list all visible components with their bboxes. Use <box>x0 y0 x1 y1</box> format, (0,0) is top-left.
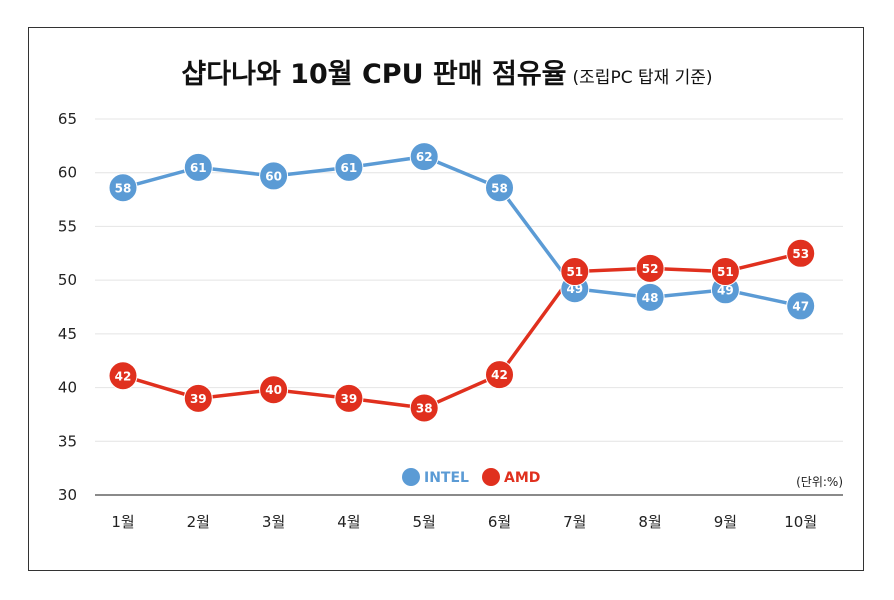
data-point-amd <box>183 383 213 413</box>
data-point-intel <box>334 152 364 182</box>
data-label: 61 <box>190 161 207 175</box>
title-subtitle: (조립PC 탑재 기준) <box>572 68 713 88</box>
data-label: 40 <box>265 383 282 397</box>
x-tick-label: 10월 <box>784 513 817 531</box>
legend-marker-amd <box>482 468 500 486</box>
data-label: 47 <box>792 299 809 313</box>
y-tick-label: 65 <box>58 110 77 128</box>
data-label: 53 <box>792 247 809 261</box>
x-tick-label: 3월 <box>262 513 285 531</box>
series-line-amd <box>122 251 802 410</box>
y-tick-label: 40 <box>58 379 77 397</box>
data-point-amd <box>259 375 289 405</box>
y-tick-label: 60 <box>58 164 77 182</box>
data-label: 39 <box>190 392 207 406</box>
data-label: 39 <box>341 392 358 406</box>
data-point-amd <box>409 393 439 423</box>
unit-note: (단위:%) <box>796 475 843 489</box>
data-label: 52 <box>642 262 659 276</box>
data-label: 62 <box>416 150 433 164</box>
data-point-amd <box>786 238 816 268</box>
data-label: 49 <box>717 283 734 297</box>
chart-title: 샵다나와 10월 CPU 판매 점유율 (조립PC 탑재 기준) <box>0 52 894 91</box>
data-point-intel <box>409 142 439 172</box>
data-point-amd <box>710 257 740 287</box>
legend-label-intel: INTEL <box>424 470 469 486</box>
x-tick-label: 6월 <box>488 513 511 531</box>
data-label: 60 <box>265 169 282 183</box>
data-point-amd <box>560 257 590 287</box>
data-label: 42 <box>491 368 508 382</box>
y-tick-label: 55 <box>58 217 77 235</box>
data-point-intel <box>485 173 514 203</box>
data-point-intel <box>259 161 289 191</box>
y-tick-label: 45 <box>58 325 77 343</box>
data-label: 58 <box>115 181 132 195</box>
data-point-amd <box>485 360 514 390</box>
data-label: 42 <box>115 369 132 383</box>
y-tick-label: 50 <box>58 271 77 289</box>
data-label: 38 <box>416 401 433 415</box>
legend-label-amd: AMD <box>504 470 540 486</box>
data-point-amd <box>635 253 665 283</box>
x-tick-label: 2월 <box>187 513 210 531</box>
data-point-amd <box>108 361 138 391</box>
x-tick-label: 4월 <box>337 513 360 531</box>
legend-marker-intel <box>402 468 420 486</box>
x-tick-label: 8월 <box>638 513 661 531</box>
data-point-intel <box>786 291 816 321</box>
y-tick-label: 30 <box>58 486 77 504</box>
x-tick-label: 9월 <box>714 513 737 531</box>
x-tick-label: 7월 <box>563 513 586 531</box>
data-label: 49 <box>566 282 583 296</box>
data-label: 48 <box>642 291 659 305</box>
data-point-intel <box>635 282 665 312</box>
chart-frame <box>28 27 864 571</box>
x-tick-label: 5월 <box>413 513 436 531</box>
data-point-intel <box>108 173 138 203</box>
data-point-amd <box>334 383 364 413</box>
title-main: 샵다나와 10월 CPU 판매 점유율 <box>181 59 567 90</box>
data-point-intel <box>183 152 213 182</box>
data-label: 61 <box>341 161 358 175</box>
x-tick-label: 1월 <box>111 513 134 531</box>
data-label: 51 <box>717 265 734 279</box>
series-line-intel <box>122 154 802 308</box>
data-label: 58 <box>491 181 508 195</box>
y-tick-label: 35 <box>58 432 77 450</box>
data-label: 51 <box>566 265 583 279</box>
